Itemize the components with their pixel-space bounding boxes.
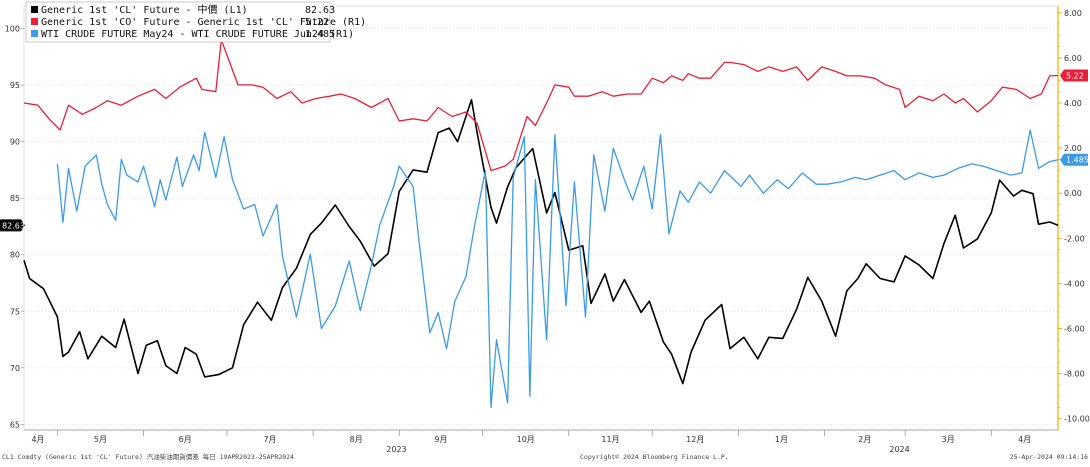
series-co-cl-spread-value-tag-label: 5.22 bbox=[1066, 71, 1084, 80]
series-cl-mid-legend-value: 82.63 bbox=[305, 5, 335, 16]
right-tick-label: 0.00 bbox=[1064, 189, 1082, 198]
series-wti-may-jun-spread-legend-value: 1.485 bbox=[305, 29, 335, 40]
series-cl-mid-legend-swatch bbox=[31, 6, 38, 13]
series-cl-mid-value-tag-label: 82.63 bbox=[2, 221, 25, 230]
left-tick-label: 85 bbox=[10, 194, 20, 203]
footer-timestamp: 25-Apr-2024 09:14:16 bbox=[1010, 453, 1088, 461]
series-co-cl-spread-line bbox=[23, 39, 1059, 172]
footer-left-text: CL1 Comdty (Generic 1st 'CL' Future) 汽油柴… bbox=[2, 452, 294, 461]
x-year-label: 2023 bbox=[386, 445, 406, 454]
right-tick-label: 6.00 bbox=[1064, 54, 1082, 63]
series-wti-may-jun-spread-legend-swatch bbox=[31, 30, 38, 37]
last-value-tags: 82.63 5.22 1.485 bbox=[0, 69, 1089, 232]
x-axis: 4月 5月 6月 7月 8月 9月 10月 11月 12月 1月 2月 3月 4月 2023 2024 bbox=[24, 429, 1058, 454]
x-tick-label: 7月 bbox=[263, 435, 276, 444]
x-tick-label: 2月 bbox=[858, 435, 871, 444]
right-tick-label: -4.00 bbox=[1064, 279, 1085, 288]
left-tick-label: 80 bbox=[10, 251, 20, 260]
x-tick-label: 5月 bbox=[94, 435, 107, 444]
x-tick-label: 9月 bbox=[434, 435, 447, 444]
series-cl-mid-value-tag bbox=[0, 219, 25, 232]
series-cl-mid-legend-label: Generic 1st 'CL' Future - 中價 (L1) bbox=[41, 3, 248, 16]
right-tick-label: -2.00 bbox=[1064, 234, 1085, 243]
x-tick-label: 3月 bbox=[942, 435, 955, 444]
right-tick-label: 8.00 bbox=[1064, 9, 1082, 18]
left-tick-label: 65 bbox=[10, 420, 20, 429]
footer: CL1 Comdty (Generic 1st 'CL' Future) 汽油柴… bbox=[2, 452, 1088, 461]
right-tick-label: -6.00 bbox=[1064, 325, 1085, 334]
right-tick-label: 2.00 bbox=[1064, 144, 1082, 153]
x-year-label: 2024 bbox=[889, 445, 909, 454]
series-wti-may-jun-spread-value-tag-label: 1.485 bbox=[1066, 156, 1089, 165]
x-tick-label: 11月 bbox=[601, 435, 619, 444]
right-tick-label: -10.00 bbox=[1064, 415, 1090, 424]
x-tick-label: 10月 bbox=[517, 435, 535, 444]
series-co-cl-spread-legend-label: Generic 1st 'CO' Future - Generic 1st 'C… bbox=[41, 17, 366, 28]
right-axis: -10.00 -8.00 -6.00 -4.00 -2.00 0.00 2.00 4.00 6.… bbox=[1057, 6, 1090, 430]
left-tick-label: 75 bbox=[10, 307, 20, 316]
x-tick-label: 12月 bbox=[686, 435, 704, 444]
right-tick-label: -8.00 bbox=[1064, 370, 1085, 379]
x-tick-label: 6月 bbox=[179, 435, 192, 444]
x-tick-label: 4月 bbox=[1018, 435, 1031, 444]
series-co-cl-spread-legend-swatch bbox=[31, 18, 38, 25]
series-group bbox=[23, 39, 1059, 409]
series-co-cl-spread-value-tag bbox=[1060, 69, 1088, 82]
x-tick-label: 8月 bbox=[350, 435, 363, 444]
legend: Generic 1st 'CL' Future - 中價 (L1) 82.63Ge… bbox=[25, 1, 366, 43]
left-tick-label: 70 bbox=[10, 364, 20, 373]
left-axis: 65 70 75 80 85 90 95 100 bbox=[5, 25, 24, 429]
series-wti-may-jun-spread-line bbox=[56, 129, 1059, 409]
right-tick-label: 4.00 bbox=[1064, 99, 1082, 108]
left-tick-label: 95 bbox=[10, 81, 20, 90]
series-wti-may-jun-spread-legend-label: WTI CRUDE FUTURE May24 - WTI CRUDE FUTUR… bbox=[41, 29, 354, 40]
plot-area bbox=[23, 5, 1059, 431]
left-tick-label: 100 bbox=[5, 25, 20, 34]
series-wti-may-jun-spread-value-tag bbox=[1060, 153, 1088, 166]
series-co-cl-spread-legend-value: 5.22 bbox=[305, 17, 329, 28]
legend-box bbox=[25, 1, 331, 43]
series-cl-mid-line bbox=[23, 99, 1059, 385]
footer-copyright: Copyright© 2024 Bloomberg Finance L.P. bbox=[580, 453, 729, 461]
left-tick-label: 90 bbox=[10, 138, 20, 147]
x-tick-label: 4月 bbox=[31, 435, 44, 444]
x-tick-label: 1月 bbox=[775, 435, 788, 444]
